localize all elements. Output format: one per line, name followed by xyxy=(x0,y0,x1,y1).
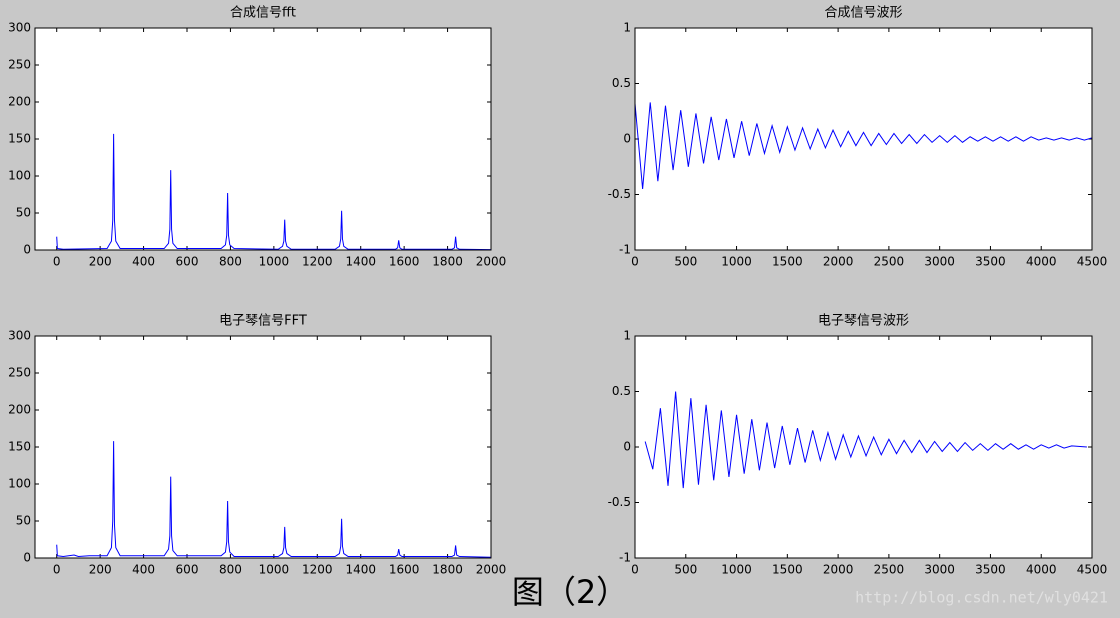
x-tick-label: 0 xyxy=(53,255,61,269)
x-tick-label: 1600 xyxy=(389,255,420,269)
y-tick-label: -1 xyxy=(619,551,631,565)
x-tick-label: 1500 xyxy=(772,563,803,577)
x-tick-label: 400 xyxy=(132,563,155,577)
axes-frame xyxy=(34,335,492,559)
x-tick-label: 600 xyxy=(176,255,199,269)
x-tick-label: 2000 xyxy=(823,255,854,269)
x-tick-label: 4000 xyxy=(1026,255,1057,269)
x-tick-label: 500 xyxy=(674,563,697,577)
y-tick-label: 250 xyxy=(8,366,31,380)
y-tick-label: 0 xyxy=(623,132,631,146)
axes-frame xyxy=(34,27,492,251)
y-tick-label: 0 xyxy=(23,551,31,565)
line xyxy=(56,441,491,558)
x-tick-label: 600 xyxy=(176,563,199,577)
axes-frame xyxy=(634,27,1093,251)
chart-title: 合成信号波形 xyxy=(824,6,902,21)
x-tick-label: 1800 xyxy=(432,563,463,577)
plot-area xyxy=(635,28,1092,250)
x-tick-label: 400 xyxy=(132,255,155,269)
x-tick-label: 1800 xyxy=(432,255,463,269)
axes-frame xyxy=(634,335,1093,559)
plot-area xyxy=(35,28,491,250)
x-tick-label: 200 xyxy=(89,563,112,577)
x-tick-label: 3500 xyxy=(975,563,1006,577)
y-tick-label: 200 xyxy=(8,403,31,417)
y-tick-label: 0.5 xyxy=(612,76,631,90)
x-tick-label: 2500 xyxy=(874,563,905,577)
y-tick-label: 200 xyxy=(8,95,31,109)
x-tick-label: 2500 xyxy=(874,255,905,269)
x-tick-label: 2000 xyxy=(476,563,507,577)
chart-title: 电子琴信号波形 xyxy=(818,314,909,329)
x-tick-label: 800 xyxy=(219,255,242,269)
line xyxy=(644,391,1087,489)
x-tick-label: 2000 xyxy=(823,563,854,577)
x-tick-label: 1000 xyxy=(721,563,752,577)
x-tick-label: 4500 xyxy=(1077,255,1108,269)
x-tick-label: 1000 xyxy=(721,255,752,269)
line xyxy=(635,102,1092,189)
chart-title: 合成信号fft xyxy=(230,6,296,21)
x-tick-label: 3500 xyxy=(975,255,1006,269)
y-tick-label: 250 xyxy=(8,58,31,72)
y-tick-label: 1 xyxy=(623,21,631,35)
x-tick-label: 4000 xyxy=(1026,563,1057,577)
x-tick-label: 3000 xyxy=(924,563,955,577)
x-tick-label: 200 xyxy=(89,255,112,269)
line xyxy=(56,133,491,250)
y-tick-label: -0.5 xyxy=(608,495,631,509)
x-tick-label: 0 xyxy=(631,563,639,577)
x-tick-label: 0 xyxy=(631,255,639,269)
y-tick-label: 50 xyxy=(16,514,31,528)
x-tick-label: 1200 xyxy=(302,255,333,269)
x-tick-label: 1600 xyxy=(389,563,420,577)
y-tick-label: 100 xyxy=(8,169,31,183)
y-tick-label: 100 xyxy=(8,477,31,491)
y-tick-label: 300 xyxy=(8,21,31,35)
y-tick-label: 50 xyxy=(16,206,31,220)
x-tick-label: 3000 xyxy=(924,255,955,269)
chart-title: 电子琴信号FFT xyxy=(219,314,307,329)
x-tick-label: 800 xyxy=(219,563,242,577)
x-tick-label: 2000 xyxy=(476,255,507,269)
y-tick-label: -1 xyxy=(619,243,631,257)
x-tick-label: 1200 xyxy=(302,563,333,577)
plot-area xyxy=(635,336,1092,558)
y-tick-label: 0 xyxy=(23,243,31,257)
x-tick-label: 500 xyxy=(674,255,697,269)
watermark: http://blog.csdn.net/wly0421 xyxy=(855,589,1108,607)
y-tick-label: 300 xyxy=(8,329,31,343)
x-tick-label: 1000 xyxy=(259,255,290,269)
x-tick-label: 1400 xyxy=(345,563,376,577)
x-tick-label: 1500 xyxy=(772,255,803,269)
x-tick-label: 1400 xyxy=(345,255,376,269)
x-tick-label: 4500 xyxy=(1077,563,1108,577)
x-tick-label: 1000 xyxy=(259,563,290,577)
y-tick-label: 150 xyxy=(8,440,31,454)
y-tick-label: 0.5 xyxy=(612,384,631,398)
plot-area xyxy=(35,336,491,558)
y-tick-label: 1 xyxy=(623,329,631,343)
x-tick-label: 0 xyxy=(53,563,61,577)
y-tick-label: 150 xyxy=(8,132,31,146)
y-tick-label: -0.5 xyxy=(608,187,631,201)
y-tick-label: 0 xyxy=(623,440,631,454)
caption: 图（2） xyxy=(512,573,628,611)
